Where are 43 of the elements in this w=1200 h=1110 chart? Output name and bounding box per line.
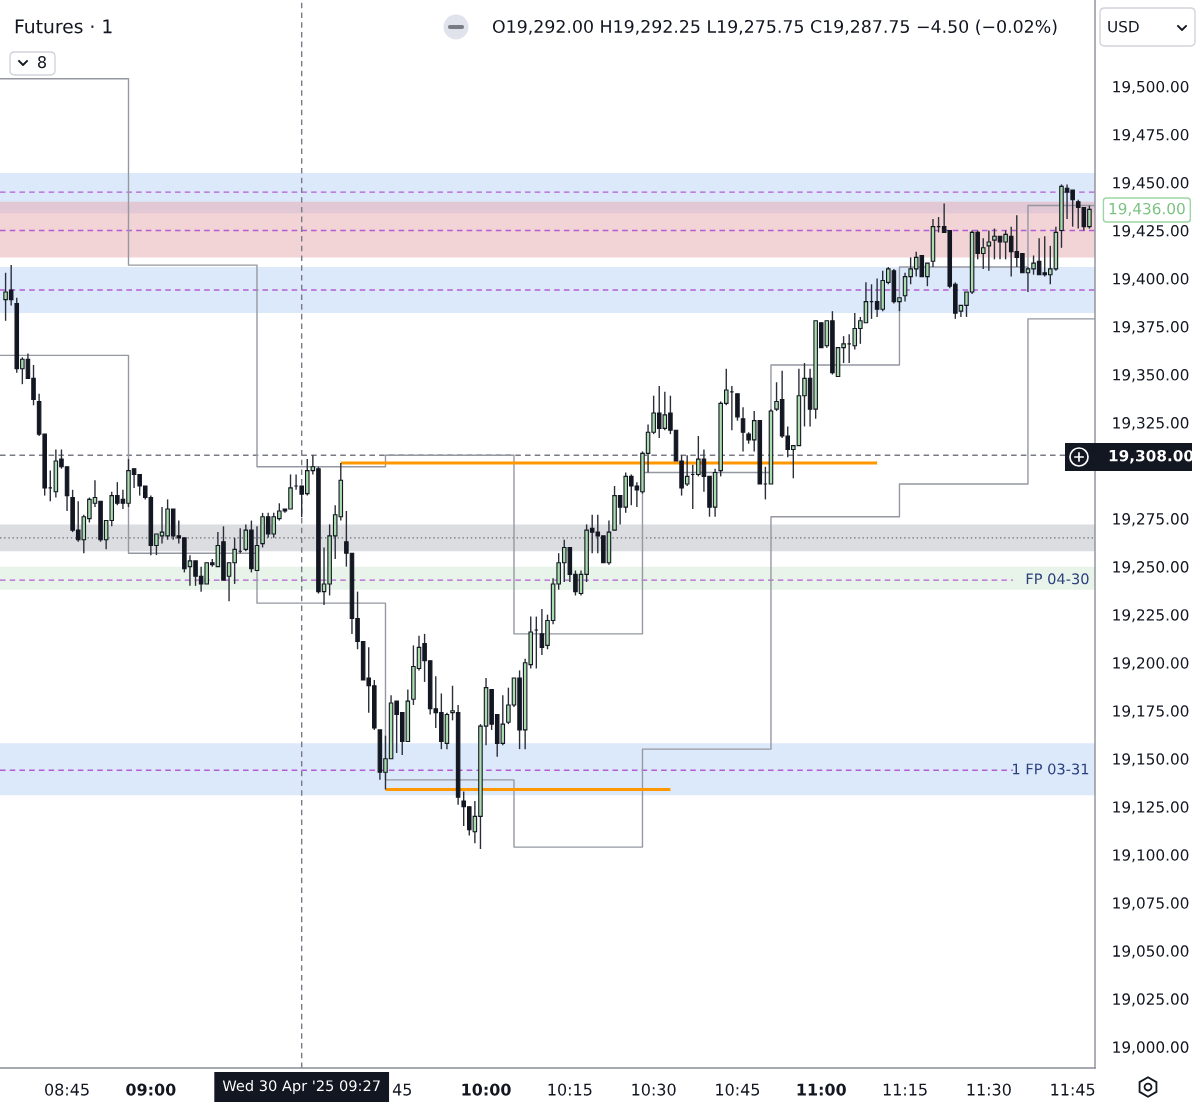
- annotation: O19,292.00 H19,292.25 L19,275.75 C19,287.75 −4.50 (−0.02%): [492, 19, 1057, 36]
- y-tick-label: 19,225.00: [1113, 609, 1189, 623]
- y-tick-label: 19,350.00: [1113, 369, 1189, 383]
- y-tick-label: 19,250.00: [1113, 561, 1189, 575]
- y-tick-label: 19,100.00: [1113, 849, 1189, 863]
- x-tick-label: 10:30: [632, 1083, 676, 1096]
- y-tick-label: 19,150.00: [1113, 753, 1189, 767]
- y-tick-label: 19,000.00: [1113, 1041, 1189, 1055]
- x-tick-label: 09:00: [126, 1083, 176, 1096]
- y-tick-label: 19,500.00: [1113, 80, 1189, 95]
- text: USD: [1108, 20, 1139, 33]
- y-tick-label: 19,025.00: [1113, 993, 1189, 1007]
- y-tick-label: 19,450.00: [1113, 176, 1189, 191]
- x-tick-label: 11:45: [1051, 1083, 1095, 1096]
- y-tick-label: 19,475.00: [1113, 128, 1189, 143]
- x-tick-label: 11:15: [883, 1083, 927, 1096]
- x-tick-label: 10:45: [716, 1083, 760, 1096]
- candlestick: [735, 393, 740, 422]
- text: 19,436.00: [1109, 202, 1185, 216]
- candlestick: [740, 406, 746, 453]
- y-tick-label: 19,125.00: [1113, 801, 1189, 815]
- candlestick: [986, 229, 992, 272]
- y-tick-label: 19,400.00: [1113, 272, 1189, 287]
- y-tick-label: 19,175.00: [1113, 705, 1189, 719]
- x-tick-label: 45: [392, 1083, 412, 1096]
- y-tick-label: 19,325.00: [1113, 417, 1189, 431]
- x-tick-label: 10:15: [548, 1083, 592, 1096]
- y-tick-label: 19,275.00: [1113, 513, 1189, 527]
- x-tick-label: 11:00: [797, 1083, 846, 1096]
- ref-line-label: 1 FP 03-31: [1013, 763, 1089, 775]
- y-tick-label: 19,200.00: [1113, 657, 1189, 671]
- y-tick-label: 19,425.00: [1113, 224, 1189, 239]
- text: Futures · 1: [15, 19, 112, 34]
- x-tick-label: 10:00: [462, 1083, 511, 1096]
- y-tick-label: 19,375.00: [1113, 321, 1189, 335]
- ref-line-label: FP 04-30: [1026, 573, 1089, 585]
- x-tick-label: 11:30: [967, 1083, 1011, 1096]
- x-tick-label: 08:45: [45, 1083, 89, 1096]
- text: 19,308.00: [1109, 449, 1194, 464]
- y-tick-label: 19,075.00: [1113, 897, 1189, 911]
- annotation: 8: [38, 56, 46, 69]
- ref-line-label: Wed 30 Apr '25 09:27: [222, 1079, 380, 1095]
- y-tick-label: 19,050.00: [1113, 945, 1189, 959]
